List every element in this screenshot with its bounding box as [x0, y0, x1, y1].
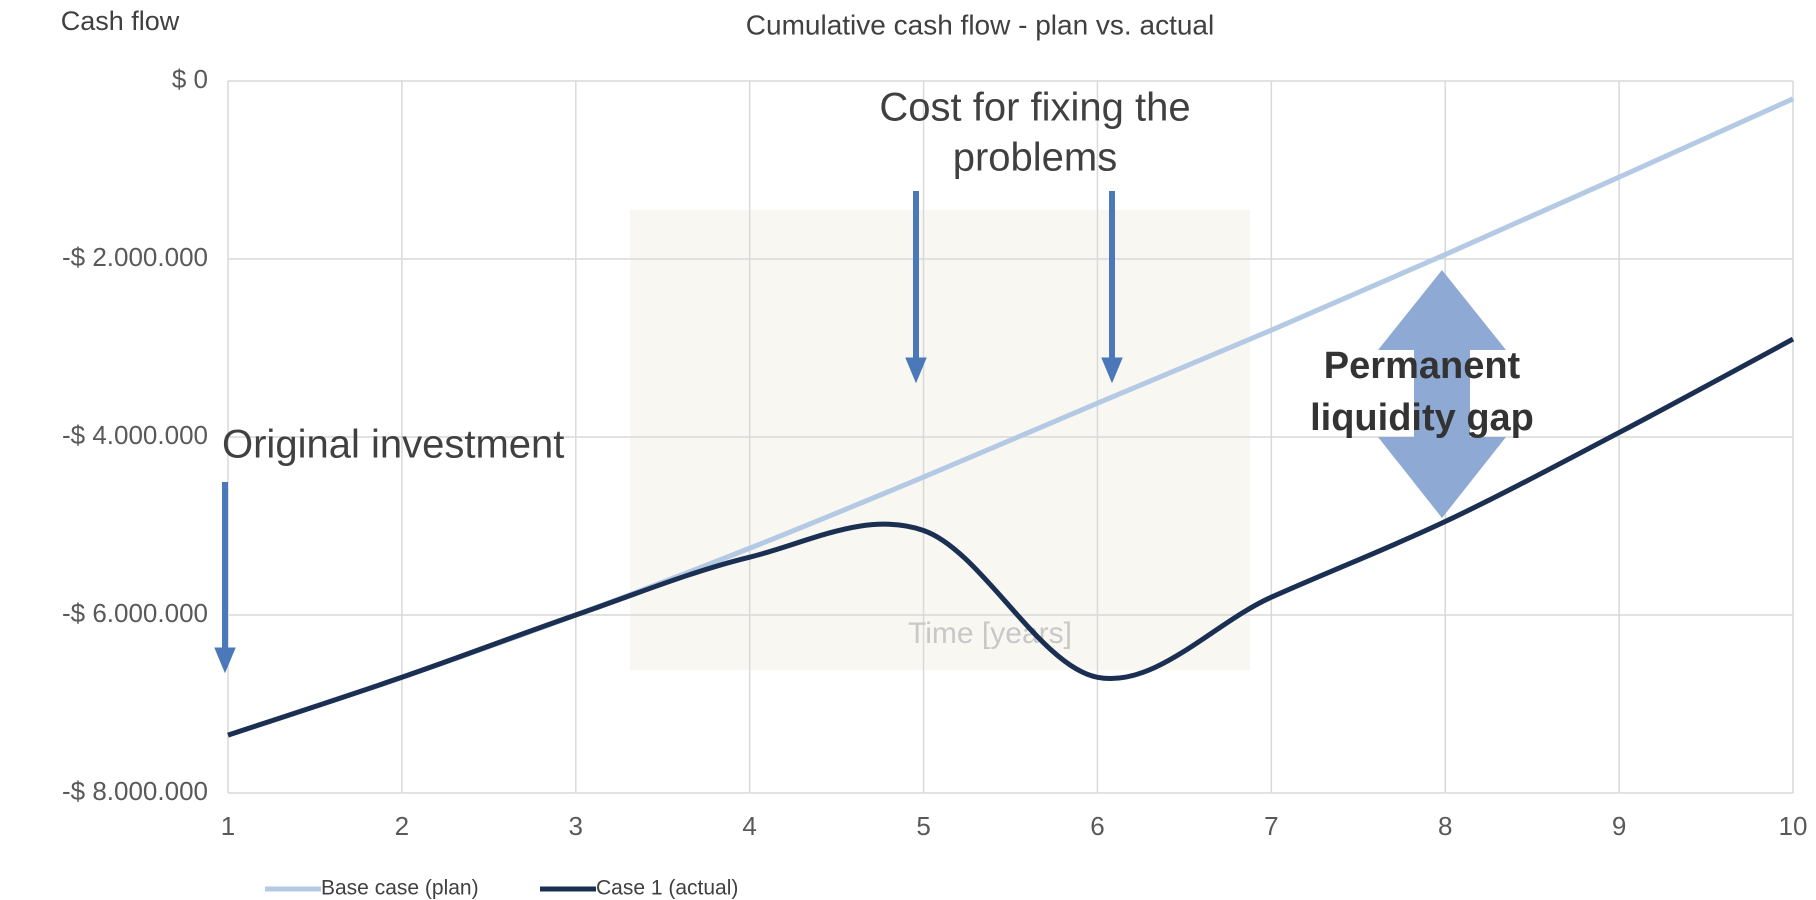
- series-line: [227, 336, 1795, 738]
- y-axis-title: Cash flow: [61, 6, 180, 36]
- legend-label: Base case (plan): [321, 877, 479, 900]
- annotation: Permanent: [1324, 345, 1521, 387]
- x-tick-label: 6: [1090, 811, 1104, 841]
- x-tick-label: 5: [916, 811, 930, 841]
- y-tick-label: -$ 2.000.000: [62, 242, 208, 272]
- arrow-head: [214, 647, 236, 674]
- x-tick-label: 2: [395, 811, 409, 841]
- y-tick-label: -$ 4.000.000: [62, 420, 208, 450]
- arrow-head: [1101, 357, 1123, 384]
- y-tick-label: -$ 8.000.000: [62, 776, 208, 806]
- arrow-head: [905, 357, 927, 384]
- arrows: [214, 191, 1123, 674]
- x-tick-label: 9: [1612, 811, 1626, 841]
- x-tick-label: 7: [1264, 811, 1278, 841]
- legend: Base case (plan) Case 1 (actual): [265, 877, 738, 900]
- annotation: liquidity gap: [1310, 397, 1534, 439]
- annotation: Cost for fixing the: [879, 86, 1190, 130]
- x-tick-label: 3: [569, 811, 583, 841]
- x-tick-label: 4: [742, 811, 756, 841]
- gap-arrow: [1378, 270, 1506, 518]
- chart-title: Cumulative cash flow - plan vs. actual: [746, 9, 1214, 40]
- legend-label: Case 1 (actual): [596, 877, 738, 900]
- background-image: [630, 210, 1250, 670]
- y-tick-label: -$ 6.000.000: [62, 598, 208, 628]
- x-tick-label: 8: [1438, 811, 1452, 841]
- x-tick-label: 1: [221, 811, 235, 841]
- lines: [227, 96, 1795, 738]
- annotation: problems: [953, 136, 1118, 180]
- annotation: Original investment: [222, 423, 564, 467]
- x-tick-label: 10: [1779, 811, 1808, 841]
- y-tick-label: $ 0: [172, 64, 208, 94]
